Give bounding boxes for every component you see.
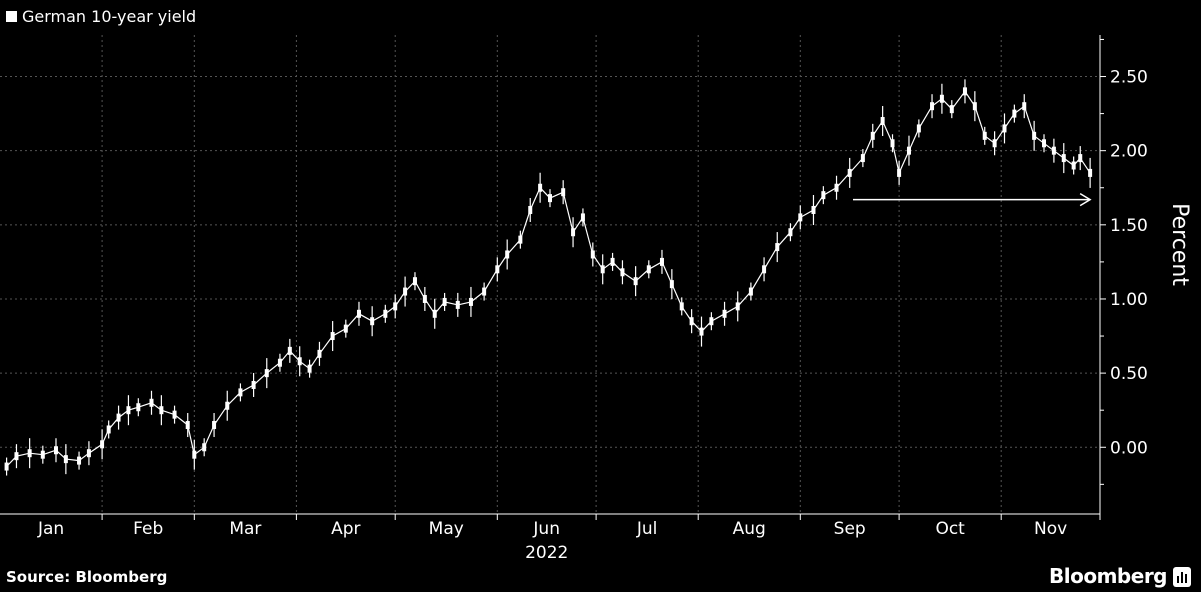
- candle-body: [4, 462, 9, 471]
- x-tick-label: Jun: [532, 519, 560, 539]
- x-tick-label: Aug: [733, 519, 766, 539]
- x-tick-label: Nov: [1034, 519, 1067, 539]
- source-note: Source: Bloomberg: [6, 568, 168, 586]
- candle-body: [1088, 168, 1093, 177]
- legend-label: German 10-year yield: [22, 7, 197, 26]
- y-axis-title: Percent: [1167, 203, 1192, 286]
- x-year-label: 2022: [525, 543, 568, 563]
- x-tick-label: Jan: [37, 519, 64, 539]
- series-german-10y: [4, 79, 1093, 476]
- bloomberg-terminal-icon: [1173, 567, 1191, 587]
- y-tick-label: 0.50: [1110, 364, 1148, 384]
- brand-logo: Bloomberg: [1049, 564, 1167, 588]
- y-tick-label: 1.00: [1110, 290, 1148, 310]
- x-tick-label: May: [429, 519, 464, 539]
- x-tick-label: Jul: [636, 519, 658, 539]
- y-tick-label: 2.50: [1110, 68, 1148, 88]
- x-tick-label: Sep: [834, 519, 866, 539]
- y-tick-label: 2.00: [1110, 142, 1148, 162]
- grid-lines: [0, 35, 1101, 514]
- legend-swatch: [6, 11, 17, 22]
- y-tick-label: 0.00: [1110, 438, 1148, 458]
- x-tick-label: Oct: [935, 519, 965, 539]
- x-tick-label: Feb: [133, 519, 163, 539]
- axes: 0.00 0.50 1.00 1.50 2.00 2.50 Jan Feb Mar Apr May J…: [0, 35, 1192, 563]
- x-tick-label: Apr: [331, 519, 360, 539]
- series-line: [6, 90, 1091, 467]
- y-tick-label: 1.50: [1110, 216, 1148, 236]
- annotation: [852, 192, 1092, 207]
- x-tick-label: Mar: [229, 519, 261, 539]
- chart-legend: German 10-year yield: [6, 7, 196, 26]
- annotation-arrow-head: [1079, 192, 1092, 207]
